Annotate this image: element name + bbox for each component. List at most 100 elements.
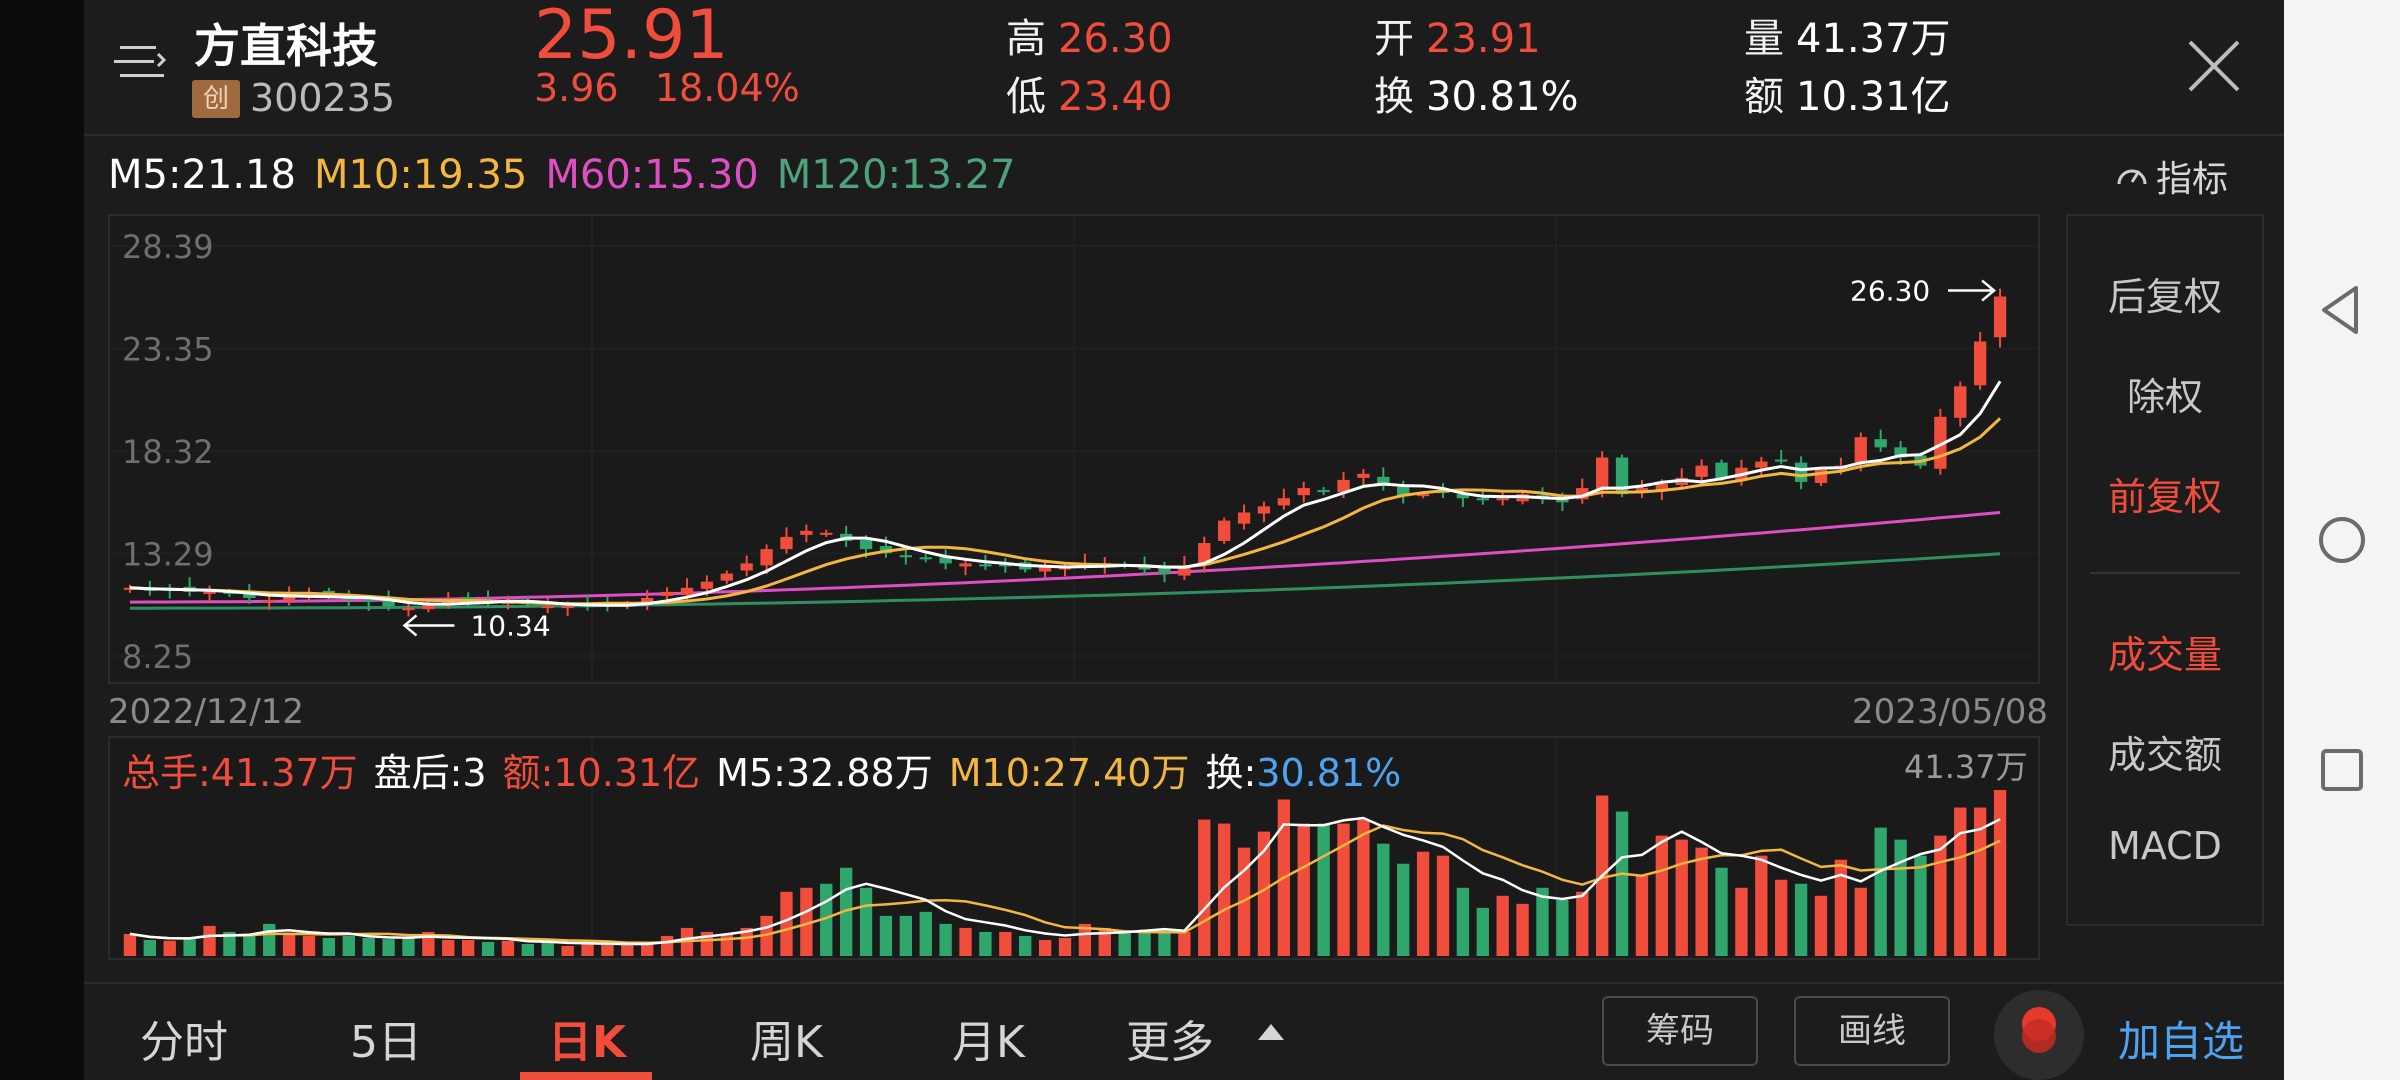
after-hours-volume: 盘后:3 xyxy=(373,751,487,795)
home-icon[interactable] xyxy=(2284,500,2400,580)
volume-bar xyxy=(621,944,634,956)
candle-body xyxy=(203,591,216,594)
candle-body xyxy=(561,606,574,609)
volume-bar xyxy=(1874,827,1887,956)
volume-bar xyxy=(1377,843,1390,956)
ma5-value: M5:21.18 xyxy=(108,152,296,198)
candle-body xyxy=(1695,465,1708,477)
high-arrow-icon xyxy=(1948,279,1997,302)
option-macd[interactable]: MACD xyxy=(2108,824,2222,868)
stat-high: 高 26.30 xyxy=(1006,6,1173,64)
volume-bar xyxy=(1556,899,1569,956)
stat-open-value: 23.91 xyxy=(1426,16,1541,62)
candle-body xyxy=(1237,512,1251,524)
volume-bar xyxy=(919,911,932,956)
stat-high-label: 高 xyxy=(1006,16,1046,62)
ma-legend: M5:21.18 M10:19.35 M60:15.30 M120:13.27 xyxy=(108,152,1034,198)
volume-bar xyxy=(720,933,733,956)
ma10-line xyxy=(129,417,2002,606)
stat-volume: 量 41.37万 xyxy=(1744,6,1951,64)
close-icon[interactable] xyxy=(2184,36,2244,96)
ma60-value: M60:15.30 xyxy=(545,152,759,198)
volume-bar xyxy=(660,935,674,956)
candle-body xyxy=(1257,506,1271,514)
stock-code: 300235 xyxy=(250,76,396,120)
candlestick-chart[interactable]: 28.39 23.35 18.32 13.29 8.25 26.30 10.34 xyxy=(108,214,2040,684)
option-ex-rights[interactable]: 除权 xyxy=(2126,375,2203,419)
candle-body xyxy=(1178,565,1191,576)
tab-more[interactable]: 更多 xyxy=(1126,1017,1214,1068)
stat-turnover-value: 30.81% xyxy=(1426,74,1579,120)
candle-body xyxy=(1496,498,1509,501)
tab-weekly-k[interactable]: 周K xyxy=(750,1017,823,1068)
volume-bar xyxy=(1058,937,1072,956)
volume-bar xyxy=(740,927,753,956)
volume-ma5-line xyxy=(129,816,2001,946)
volume-m10: M10:27.40万 xyxy=(948,751,1190,795)
option-forward-adjusted[interactable]: 前复权 xyxy=(2107,475,2222,519)
caret-up-icon[interactable] xyxy=(1258,1024,1284,1040)
candle-body xyxy=(1635,488,1649,493)
draw-line-button[interactable]: 画线 xyxy=(1794,996,1950,1066)
candle-body xyxy=(1576,488,1589,500)
tab-5-day[interactable]: 5日 xyxy=(350,1017,422,1068)
stock-detail-panel: 方直科技 创 300235 25.91 3.96 18.04% 高 26.30 低… xyxy=(84,0,2284,1080)
stat-low-value: 23.40 xyxy=(1058,74,1173,120)
volume-svg xyxy=(123,738,2007,958)
volume-bar xyxy=(1715,867,1728,956)
menu-icon[interactable] xyxy=(114,40,166,88)
volume-bar xyxy=(1775,879,1788,956)
stock-name: 方直科技 xyxy=(194,19,378,73)
stat-amount: 额 10.31亿 xyxy=(1744,64,1951,122)
chart-end-date: 2023/05/08 xyxy=(1852,692,2048,732)
volume-bar xyxy=(243,935,256,956)
volume-bar xyxy=(302,935,316,956)
candle-body xyxy=(422,604,435,610)
candle-body xyxy=(362,600,375,603)
option-backward-adjusted[interactable]: 后复权 xyxy=(2107,275,2222,319)
gauge-icon xyxy=(2117,169,2147,185)
volume-turnover-label: 换: xyxy=(1205,751,1257,795)
candle-body xyxy=(342,597,355,601)
tab-monthly-k[interactable]: 月K xyxy=(952,1017,1025,1068)
back-icon[interactable] xyxy=(2284,270,2400,350)
candle-body xyxy=(1217,520,1231,541)
volume-bar xyxy=(1914,855,1927,956)
volume-chart[interactable] xyxy=(108,736,2040,960)
indicator-button[interactable]: 指标 xyxy=(2114,150,2228,202)
panel-divider xyxy=(2090,572,2240,574)
volume-bar xyxy=(1158,929,1171,956)
volume-bar xyxy=(780,891,793,956)
volume-bar xyxy=(1755,855,1768,956)
candle-body xyxy=(1595,457,1609,491)
volume-bar xyxy=(1635,875,1649,956)
add-to-watchlist-button[interactable]: 加自选 xyxy=(2118,1017,2245,1066)
stat-turnover-label: 换 xyxy=(1374,74,1414,120)
active-tab-indicator xyxy=(520,1072,652,1080)
stat-amount-value: 10.31亿 xyxy=(1796,74,1951,120)
candle-body xyxy=(1993,296,2007,338)
recents-icon[interactable] xyxy=(2284,730,2400,810)
volume-bar xyxy=(1934,835,1947,956)
floating-ball-button[interactable] xyxy=(1994,990,2084,1080)
price-change: 3.96 18.04% xyxy=(534,66,800,110)
period-tab-bar xyxy=(84,982,2284,1080)
candle-body xyxy=(1397,487,1410,497)
volume-bar xyxy=(1894,839,1907,956)
candle-body xyxy=(740,563,753,571)
candle-body xyxy=(1615,457,1629,495)
volume-bar xyxy=(143,939,157,956)
option-turnover-amount[interactable]: 成交额 xyxy=(2107,733,2222,777)
tab-intraday[interactable]: 分时 xyxy=(140,1017,228,1068)
candle-body xyxy=(979,564,992,567)
candlestick-svg: 28.39 23.35 18.32 13.29 8.25 26.30 10.34 xyxy=(110,216,2038,682)
option-volume[interactable]: 成交量 xyxy=(2107,633,2222,677)
volume-bar xyxy=(1217,823,1231,956)
candle-body xyxy=(1456,494,1470,499)
candle-body xyxy=(402,608,415,611)
volume-bar xyxy=(461,939,475,956)
volume-bar xyxy=(382,939,395,956)
tab-daily-k[interactable]: 日K xyxy=(548,1017,627,1068)
chip-distribution-button[interactable]: 筹码 xyxy=(1602,996,1758,1066)
change-amount: 3.96 xyxy=(534,66,619,110)
